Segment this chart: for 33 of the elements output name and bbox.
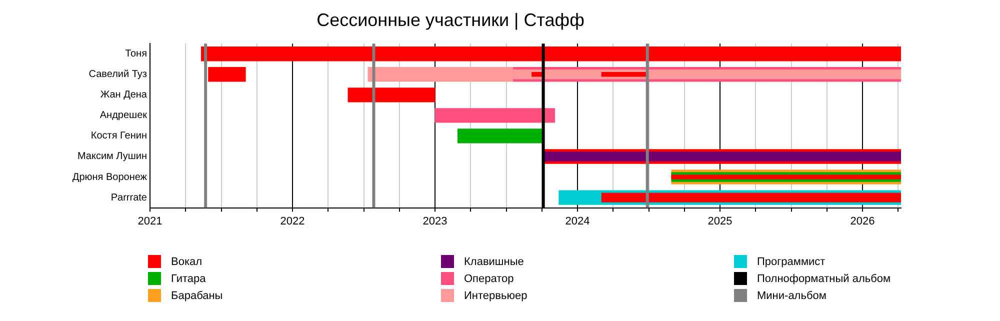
y-tick-label: Андрешек — [100, 110, 148, 122]
x-tick-label: 2023 — [422, 215, 448, 228]
bar — [601, 192, 901, 202]
bar — [208, 67, 246, 82]
legend-label: Программист — [757, 256, 826, 268]
y-tick-label: Максим Лушин — [77, 151, 147, 162]
bar — [671, 174, 901, 180]
y-tick-label: Костя Генин — [90, 130, 147, 142]
legend-label: Вокал — [171, 256, 202, 268]
chart-title: Сессионные участники | Стафф — [316, 10, 585, 30]
y-tick-label: Тоня — [125, 48, 147, 60]
legend-label: Интервьюер — [464, 290, 528, 302]
x-tick-label: 2022 — [280, 215, 305, 228]
bar — [601, 72, 648, 77]
x-tick-label: 2026 — [850, 215, 875, 228]
y-tick-label: Савелий Туз — [88, 69, 148, 80]
legend-label: Полноформатный альбом — [757, 273, 891, 286]
x-tick-label: 2024 — [565, 215, 590, 228]
bar — [532, 72, 542, 77]
y-tick-label: Жан Дена — [100, 90, 148, 101]
bar — [457, 128, 544, 144]
bar — [348, 88, 436, 102]
x-tick-label: 2025 — [708, 215, 732, 228]
legend-label: Мини-альбом — [757, 290, 826, 302]
legend-label: Гитара — [171, 273, 207, 286]
legend-label: Оператор — [464, 273, 514, 286]
y-tick-label: Дрюня Воронеж — [72, 172, 148, 183]
bar — [200, 46, 901, 62]
bar — [434, 108, 556, 123]
legend-label: Клавишные — [464, 256, 524, 268]
x-tick-label: 2021 — [138, 215, 162, 228]
legend-label: Барабаны — [171, 290, 223, 302]
y-tick-label: Parrrate — [110, 192, 148, 204]
